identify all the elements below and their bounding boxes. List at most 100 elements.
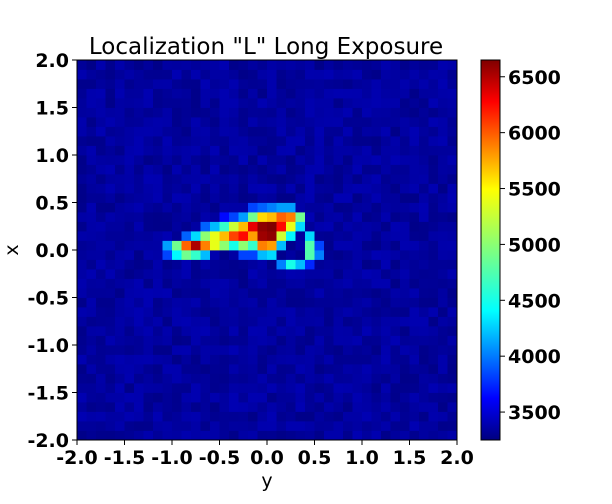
heatmap-cell	[124, 107, 135, 118]
heatmap-cell	[305, 335, 315, 346]
heatmap-cell	[371, 183, 382, 194]
heatmap-cell	[362, 354, 372, 365]
heatmap-cell	[438, 136, 448, 146]
heatmap-cell	[200, 421, 211, 431]
heatmap-cell	[181, 126, 192, 137]
heatmap-cell	[295, 164, 306, 175]
heatmap-cell	[362, 383, 372, 393]
heatmap-cell	[153, 155, 163, 165]
heatmap-cell	[219, 145, 230, 156]
heatmap-cell	[77, 411, 87, 422]
heatmap-cell	[219, 335, 230, 346]
heatmap-cell	[438, 392, 448, 403]
heatmap-cell	[124, 316, 135, 327]
heatmap-cell	[447, 354, 458, 365]
heatmap-cell	[333, 250, 344, 260]
heatmap-cell	[153, 164, 163, 175]
heatmap-cell	[219, 88, 230, 99]
heatmap-cell	[352, 88, 363, 99]
heatmap-cell	[200, 107, 211, 118]
heatmap-cell	[305, 345, 315, 355]
heatmap-cell	[362, 259, 372, 270]
heatmap-cell	[162, 183, 173, 194]
heatmap-cell	[419, 174, 429, 184]
heatmap-cell	[428, 174, 439, 184]
heatmap-cell	[219, 411, 230, 422]
heatmap-cell	[200, 69, 211, 80]
heatmap-cell	[134, 411, 144, 422]
heatmap-cell	[86, 421, 97, 431]
heatmap-cell	[314, 316, 325, 327]
heatmap-cell	[400, 430, 410, 441]
heatmap-cell	[248, 345, 258, 355]
heatmap-cell	[143, 231, 154, 241]
colorbar-tick-label: 4500	[508, 290, 561, 312]
heatmap-cell	[447, 240, 458, 251]
heatmap-cell	[381, 98, 391, 108]
heatmap-cell	[124, 202, 135, 213]
heatmap-cell	[362, 193, 372, 203]
heatmap-cell	[143, 164, 154, 175]
heatmap-cell	[229, 126, 239, 137]
heatmap-cell	[77, 250, 87, 260]
heatmap-cell	[295, 193, 306, 203]
heatmap-cell	[428, 307, 439, 317]
heatmap-cell	[295, 212, 306, 222]
heatmap-cell	[324, 117, 334, 127]
heatmap-cell	[96, 145, 106, 156]
heatmap-cell	[286, 421, 296, 431]
heatmap-cell	[267, 193, 277, 203]
heatmap-cell	[257, 411, 268, 422]
heatmap-cell	[362, 107, 372, 118]
heatmap-cell	[400, 240, 410, 251]
heatmap-cell	[447, 126, 458, 137]
heatmap-cell	[295, 392, 306, 403]
heatmap-cell	[438, 193, 448, 203]
heatmap-cell	[305, 240, 315, 251]
heatmap-cell	[343, 60, 353, 70]
heatmap-cell	[267, 126, 277, 137]
heatmap-cell	[400, 278, 410, 289]
heatmap-cell	[191, 155, 201, 165]
heatmap-cell	[438, 117, 448, 127]
heatmap-cell	[428, 240, 439, 251]
heatmap-cell	[200, 430, 211, 441]
heatmap-cell	[276, 421, 287, 431]
heatmap-cell	[77, 307, 87, 317]
heatmap-cell	[105, 278, 116, 289]
heatmap-cell	[181, 164, 192, 175]
heatmap-cell	[229, 411, 239, 422]
heatmap-cell	[333, 136, 344, 146]
heatmap-cell	[210, 221, 220, 232]
heatmap-cell	[286, 107, 296, 118]
heatmap-cell	[409, 183, 420, 194]
heatmap-cell	[333, 411, 344, 422]
heatmap-cell	[181, 288, 192, 298]
heatmap-cell	[438, 155, 448, 165]
heatmap-cell	[305, 174, 315, 184]
heatmap-cell	[181, 364, 192, 374]
heatmap-cell	[105, 316, 116, 327]
heatmap-cell	[86, 126, 97, 137]
heatmap-cell	[210, 278, 220, 289]
heatmap-cell	[105, 326, 116, 336]
heatmap-cell	[96, 288, 106, 298]
heatmap-cell	[86, 430, 97, 441]
heatmap-cell	[333, 259, 344, 270]
heatmap-cell	[409, 250, 420, 260]
heatmap-cell	[267, 326, 277, 336]
heatmap-cell	[238, 221, 249, 232]
heatmap-cell	[447, 430, 458, 441]
heatmap-cell	[115, 193, 125, 203]
heatmap-cell	[77, 335, 87, 346]
heatmap-cell	[153, 221, 163, 232]
heatmap-cell	[229, 88, 239, 99]
heatmap-cell	[219, 259, 230, 270]
heatmap-cell	[200, 259, 211, 270]
heatmap-cell	[77, 107, 87, 118]
heatmap-cell	[238, 107, 249, 118]
heatmap-cell	[409, 126, 420, 137]
heatmap-cell	[276, 269, 287, 279]
heatmap-cell	[162, 231, 173, 241]
